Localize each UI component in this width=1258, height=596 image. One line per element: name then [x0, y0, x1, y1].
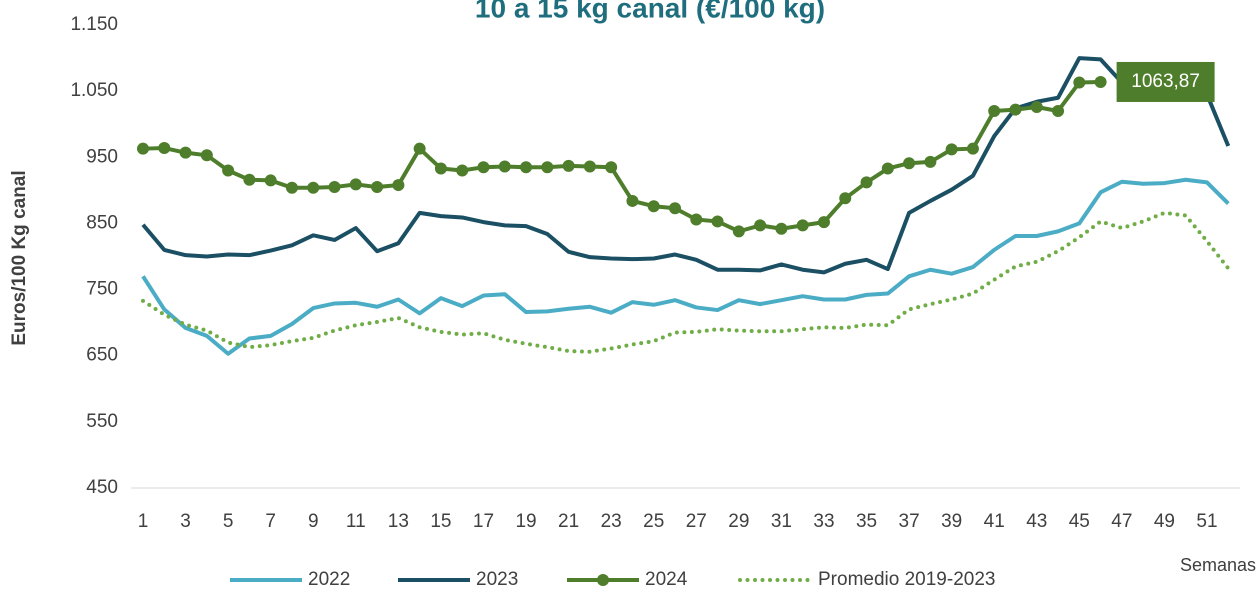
data-point [903, 157, 916, 170]
y-tick-label: 950 [86, 146, 118, 167]
series-line [141, 210, 1231, 354]
data-point [243, 173, 256, 186]
x-tick-label: 15 [430, 511, 451, 532]
data-point [796, 219, 809, 232]
data-point [349, 178, 362, 191]
series-line [141, 56, 1231, 275]
x-tick-label: 39 [941, 511, 962, 532]
data-point [222, 164, 235, 177]
legend-label: 2022 [308, 569, 350, 590]
data-point [945, 143, 958, 156]
data-point [839, 192, 852, 205]
x-tick-label: 19 [515, 511, 536, 532]
y-tick-label: 450 [86, 477, 118, 498]
x-tick-label: 29 [728, 511, 749, 532]
y-axis-label: Euros/100 Kg canal [9, 170, 30, 345]
data-point [754, 219, 767, 232]
legend-label: 2023 [476, 569, 518, 590]
data-point [860, 176, 873, 189]
y-tick-label: 750 [86, 279, 118, 300]
x-tick-label: 47 [1111, 511, 1132, 532]
chart-title: 10 a 15 kg canal (€/100 kg) [475, 0, 825, 23]
data-point [413, 142, 426, 155]
data-label: 1063,87 [1131, 71, 1200, 92]
data-point [966, 142, 979, 155]
legend-marker [597, 574, 609, 586]
data-point [520, 161, 533, 174]
x-tick-label: 41 [984, 511, 1005, 532]
x-tick-label: 45 [1069, 511, 1090, 532]
data-point [541, 161, 554, 174]
x-tick-label: 13 [388, 511, 409, 532]
x-tick-label: 3 [180, 511, 191, 532]
data-point [307, 181, 320, 194]
x-tick-label: 43 [1026, 511, 1047, 532]
x-tick-label: 7 [265, 511, 276, 532]
data-point [1094, 75, 1107, 88]
x-tick-label: 37 [899, 511, 920, 532]
data-point [690, 213, 703, 226]
series-line [142, 79, 1101, 234]
x-tick-label: 9 [308, 511, 319, 532]
data-point [924, 155, 937, 168]
x-tick-label: 1 [138, 511, 149, 532]
data-point [285, 181, 298, 194]
y-tick-label: 1.150 [70, 14, 118, 35]
x-tick-label: 51 [1196, 511, 1217, 532]
x-tick-label: 25 [643, 511, 664, 532]
data-point [1009, 103, 1022, 116]
legend-label: Promedio 2019-2023 [818, 569, 995, 590]
data-point [158, 142, 171, 155]
data-point [137, 142, 149, 155]
data-point [562, 159, 575, 172]
data-point [328, 181, 341, 194]
data-point [583, 160, 596, 173]
data-point [179, 146, 192, 159]
legend-label: 2024 [645, 569, 688, 590]
data-point [647, 200, 660, 213]
x-tick-label: 17 [473, 511, 494, 532]
x-tick-label: 31 [771, 511, 792, 532]
data-label-box [1116, 61, 1215, 102]
data-point [200, 149, 213, 162]
data-point [498, 160, 511, 173]
data-point [477, 161, 490, 174]
data-point [605, 161, 618, 174]
data-point [371, 181, 384, 194]
data-point [1030, 101, 1043, 114]
data-point [1073, 76, 1086, 89]
y-tick-label: 550 [86, 411, 118, 432]
data-point [711, 215, 724, 228]
data-point [1052, 104, 1065, 117]
y-tick-label: 650 [86, 345, 118, 366]
data-point [626, 194, 639, 207]
data-point [881, 162, 894, 175]
x-tick-label: 21 [558, 511, 579, 532]
data-point [264, 174, 277, 187]
data-point [988, 104, 1001, 117]
series-line [141, 177, 1230, 356]
data-point [392, 179, 405, 192]
x-tick-label: 27 [686, 511, 707, 532]
data-point [456, 164, 469, 177]
x-tick-label: 23 [601, 511, 622, 532]
x-tick-label: 11 [346, 511, 366, 532]
data-point [817, 216, 830, 229]
x-tick-label: 35 [856, 511, 877, 532]
data-point [732, 225, 745, 238]
x-tick-label: 49 [1154, 511, 1175, 532]
y-tick-label: 1.050 [70, 80, 118, 101]
x-tick-label: 33 [813, 511, 834, 532]
y-tick-label: 850 [86, 212, 118, 233]
data-point [775, 222, 788, 235]
data-point [434, 162, 447, 175]
x-axis-label: Semanas [1180, 555, 1256, 575]
x-tick-label: 5 [223, 511, 234, 532]
data-point [669, 202, 681, 215]
